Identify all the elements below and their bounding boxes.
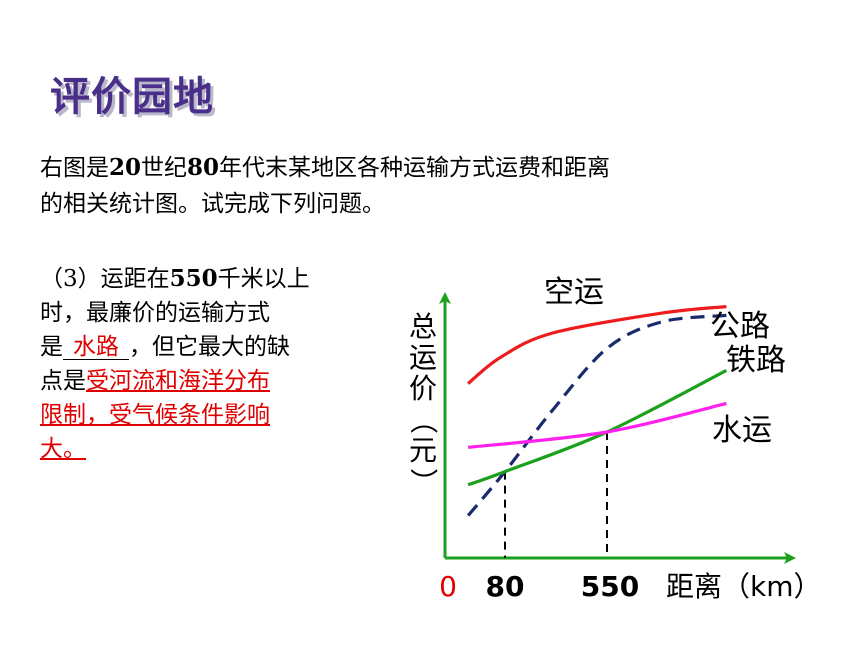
intro-text: 右图是20世纪80年代末某地区各种运输方式运费和距离 的相关统计图。试完成下列问…	[40, 150, 760, 222]
reference-lines	[504, 432, 608, 558]
question-line3-pre: 是	[40, 334, 63, 360]
question-line4-pre: 点是	[40, 368, 86, 394]
series-label-2: 铁路	[726, 343, 786, 378]
y-axis-label-char: （	[407, 406, 440, 434]
y-axis-label-char: ）	[407, 468, 440, 496]
intro-line1-mid: 世纪	[141, 155, 188, 181]
series-lines	[466, 305, 728, 517]
question-block: （3）运距在550千米以上 时，最廉价的运输方式 是水路 ，但它最大的缺 点是受河…	[40, 262, 380, 466]
y-axis-label-char: 元	[409, 434, 437, 467]
series-label-3: 水运	[712, 413, 772, 448]
answer-2-part2: 限制，受气候条件影响	[40, 402, 270, 428]
series-line-1	[466, 313, 727, 517]
series-label-1: 公路	[710, 309, 770, 344]
answer-2-part3: 大。	[40, 436, 86, 462]
question-line1-post: 千米以上	[217, 266, 310, 292]
intro-line1-post: 年代末某地区各种运输方式运费和距离	[219, 155, 611, 181]
question-line2: 时，最廉价的运输方式	[40, 300, 270, 326]
series-line-2	[467, 368, 728, 487]
tick-label-0: 0	[439, 570, 457, 603]
y-axis-label-char: 运	[409, 341, 437, 374]
y-axis-label-char: 价	[409, 372, 437, 405]
answer-blank-1: 水路	[63, 335, 129, 360]
series-line-3	[467, 401, 727, 449]
page-title: 评价园地	[50, 74, 214, 120]
question-prefix: （3）运距在	[40, 266, 170, 292]
series-label-0: 空运	[544, 275, 604, 310]
intro-line1-pre: 右图是	[40, 155, 109, 181]
answer-2-part1: 受河流和海洋分布	[86, 368, 270, 394]
intro-num-decade: 80	[187, 154, 220, 181]
x-axis-label: 距离（km）	[666, 570, 822, 603]
tick-labels: 0 80 550	[439, 570, 639, 603]
question-line3-post: ，但它最大的缺	[129, 334, 290, 360]
y-axis-label-char: 总	[409, 310, 437, 343]
tick-label-80: 80	[486, 570, 525, 603]
intro-line2: 的相关统计图。试完成下列问题。	[40, 191, 385, 217]
intro-num-century: 20	[109, 154, 142, 181]
y-axis-label: 总运价（元）	[407, 310, 440, 496]
tick-label-550: 550	[581, 570, 639, 603]
question-distance: 550	[169, 265, 218, 292]
series-line-0	[467, 305, 727, 385]
